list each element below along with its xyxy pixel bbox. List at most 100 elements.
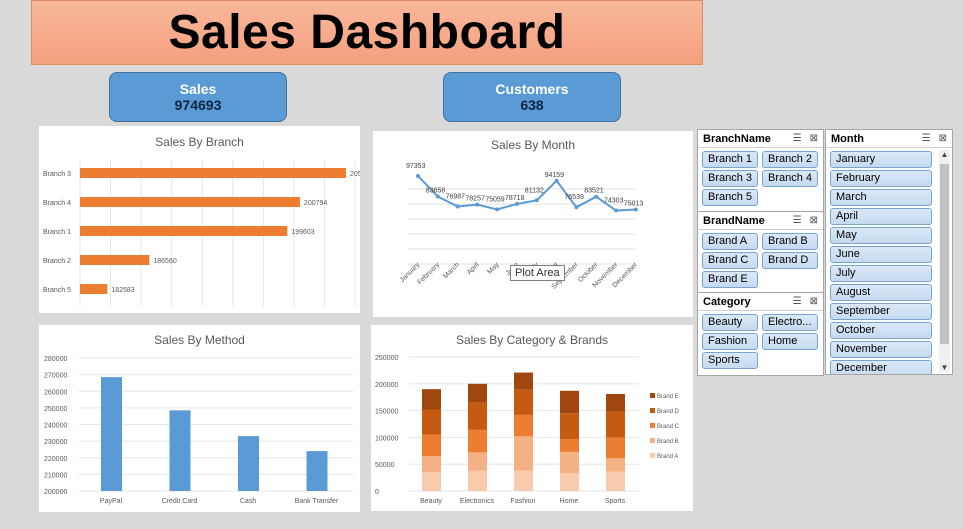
multi-select-icon[interactable]: ☰ [792,133,802,144]
tick-label: Credit Card [162,498,198,505]
stacked-bar-segment [606,471,625,491]
month-slicer-item[interactable]: September [830,303,932,320]
sales-by-branch-chart[interactable]: Sales By Branch Branch 3 205153 Branch 4 20… [39,126,360,313]
stacked-bar-segment [606,437,625,459]
month-chart-title: Sales By Month [490,138,576,152]
brand-slicer-item[interactable]: Brand A [702,233,758,250]
customers-kpi-card: Customers 638 [443,72,621,122]
category-slicer-item[interactable]: Beauty [702,314,758,331]
category-chart-title: Sales By Category & Brands [455,333,609,347]
brand-slicer-title: BrandName [703,214,765,227]
branch-slicer[interactable]: BranchName ☰ ⊠ Branch 1 Branch 2 Branch 3 Br… [697,129,824,212]
data-point [435,194,440,199]
tick-label: Branch 2 [43,258,71,265]
data-label: 74303 [604,198,624,205]
scroll-thumb[interactable] [940,164,949,344]
month-slicer-item[interactable]: January [830,151,932,168]
series-line [417,175,636,212]
sales-by-month-chart[interactable]: Sales By Month 97353 83658 76987 78257 75059… [373,131,693,317]
tick-label: 220000 [44,456,67,463]
category-slicer-item[interactable]: Fashion [702,333,758,350]
data-label: 199603 [291,229,314,236]
data-point [534,198,539,203]
category-slicer-header: Category ☰ ⊠ [698,293,823,311]
tick-label: Home [560,498,579,505]
category-slicer[interactable]: Category ☰ ⊠ Beauty Electro... Fashion Home S… [697,292,824,376]
data-point [515,201,519,206]
tick-label: 200000 [44,489,67,496]
brand-slicer-item[interactable]: Brand C [702,252,758,269]
month-slicer-item[interactable]: March [830,189,932,206]
data-point [475,202,480,207]
month-slicer-scrollbar[interactable]: ▲ ▼ [939,150,950,372]
data-label: 94159 [545,172,565,179]
category-slicer-item[interactable]: Electro... [762,314,818,331]
multi-select-icon[interactable]: ☰ [792,215,802,226]
tick-label: April [466,261,481,276]
month-slicer-item[interactable]: May [830,227,932,244]
stacked-bar-segment [422,409,441,435]
multi-select-icon[interactable]: ☰ [792,296,802,307]
month-slicer[interactable]: Month ☰ ⊠ January February March April May Jun… [825,129,953,375]
branch-slicer-item[interactable]: Branch 3 [702,170,758,187]
clear-filter-icon[interactable]: ⊠ [938,133,947,144]
clear-filter-icon[interactable]: ⊠ [809,296,818,307]
data-label: 186560 [153,258,176,265]
sales-by-category-chart[interactable]: Sales By Category & Brands 0 50000 100000 1… [371,325,693,511]
tick-label: 230000 [44,439,67,446]
month-slicer-item[interactable]: November [830,341,932,358]
data-label: 81132 [525,187,544,194]
brand-slicer-item[interactable]: Brand E [702,271,758,288]
month-slicer-item[interactable]: July [830,265,932,282]
tick-label: Branch 4 [43,200,71,207]
category-slicer-title: Category [703,295,751,308]
stacked-bar-segment [606,458,625,472]
tick-label: 200000 [375,382,398,389]
category-slicer-items: Beauty Electro... Fashion Home Sports [698,311,823,374]
month-slicer-item[interactable]: August [830,284,932,301]
month-slicer-item[interactable]: December [830,360,932,374]
brand-slicer-item[interactable]: Brand D [762,252,818,269]
data-label: 200794 [304,200,327,207]
stacked-bar-segment [468,429,487,453]
bar [169,410,191,491]
legend-label: Brand A [657,454,678,460]
tick-label: 0 [375,489,379,496]
scroll-down-icon[interactable]: ▼ [940,363,949,372]
clear-filter-icon[interactable]: ⊠ [809,215,818,226]
month-slicer-items: January February March April May June July Augu… [826,148,952,374]
branch-slicer-items: Branch 1 Branch 2 Branch 3 Branch 4 Branch 5 [698,148,823,211]
branch-slicer-item[interactable]: Branch 4 [762,170,818,187]
month-slicer-item[interactable]: February [830,170,932,187]
data-label: 75013 [624,200,644,207]
brand-slicer[interactable]: BrandName ☰ ⊠ Brand A Brand B Brand C Brand … [697,211,824,293]
data-point [554,178,559,183]
month-slicer-item[interactable]: June [830,246,932,263]
branch-slicer-item[interactable]: Branch 5 [702,189,758,206]
sales-kpi-value: 974693 [174,97,222,113]
sales-by-method-chart[interactable]: Sales By Method 200000 210000 220000 230000… [39,325,360,512]
month-slicer-item[interactable]: April [830,208,932,225]
tick-label: Branch 1 [43,229,71,236]
bar [80,255,150,265]
legend-label: Brand C [657,424,680,430]
brand-slicer-header: BrandName ☰ ⊠ [698,212,823,230]
month-slicer-header: Month ☰ ⊠ [826,130,952,148]
category-slicer-item[interactable]: Sports [702,352,758,369]
month-slicer-item[interactable]: October [830,322,932,339]
tick-label: Cash [240,498,256,505]
data-label: 83658 [426,188,446,195]
legend-swatch [650,453,655,458]
stacked-bar-segment [514,389,533,415]
stacked-bar-segment [560,390,579,414]
brand-slicer-item[interactable]: Brand B [762,233,818,250]
legend-swatch [650,438,655,443]
dashboard-title-banner: Sales Dashboard [31,0,703,65]
category-slicer-item[interactable]: Home [762,333,818,350]
branch-slicer-item[interactable]: Branch 1 [702,151,758,168]
branch-slicer-item[interactable]: Branch 2 [762,151,818,168]
stacked-bar-segment [514,372,533,390]
multi-select-icon[interactable]: ☰ [921,133,931,144]
scroll-up-icon[interactable]: ▲ [940,150,949,159]
clear-filter-icon[interactable]: ⊠ [809,133,818,144]
